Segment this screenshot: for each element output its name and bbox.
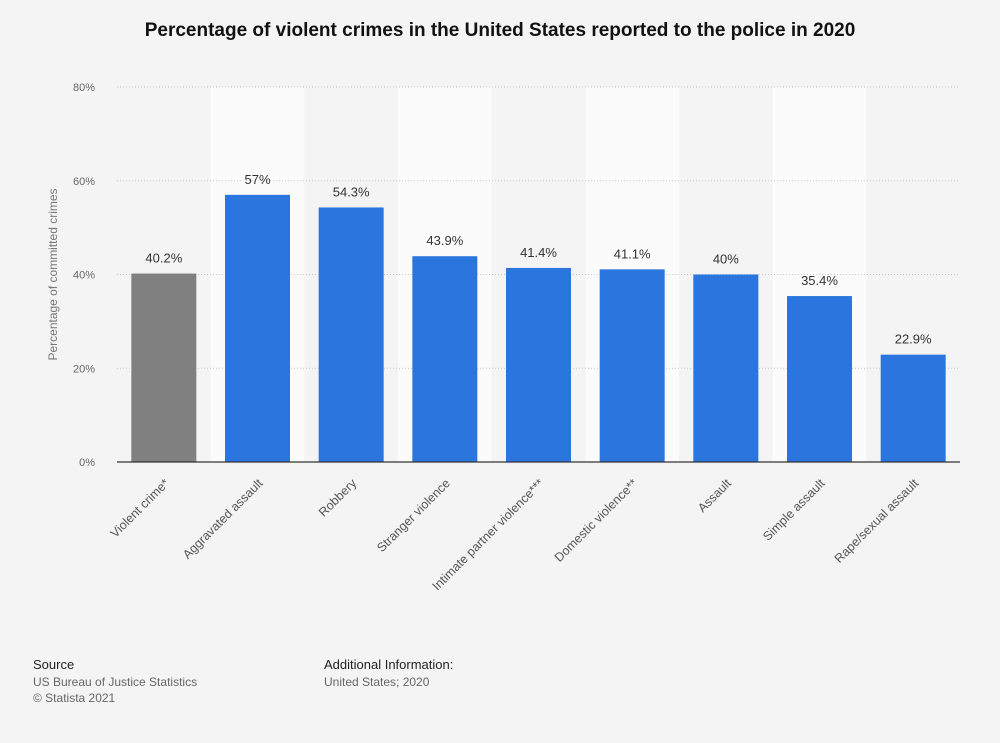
data-label: 41.1%: [614, 246, 651, 261]
x-tick-label: Robbery: [316, 476, 360, 520]
bar: [880, 354, 946, 462]
bar: [131, 273, 197, 462]
x-tick-label: Violent crime*: [108, 476, 172, 540]
y-tick-label: 20%: [73, 363, 95, 375]
y-axis-label: Percentage of committed crimes: [46, 188, 60, 360]
bar: [599, 269, 665, 462]
copyright-text: © Statista 2021: [33, 691, 116, 705]
x-tick-label: Rape/sexual assault: [832, 476, 922, 566]
additional-info-text: United States; 2020: [324, 675, 430, 689]
data-label: 22.9%: [895, 332, 932, 347]
bar: [693, 274, 759, 462]
y-tick-label: 60%: [73, 176, 95, 188]
data-label: 40%: [713, 252, 739, 267]
source-text: US Bureau of Justice Statistics: [33, 675, 198, 689]
x-tick-label: Stranger violence: [374, 476, 453, 555]
data-label: 57%: [244, 172, 270, 187]
bar: [318, 207, 384, 462]
bar: [787, 296, 852, 462]
bar: [225, 194, 290, 462]
additional-info-heading: Additional Information:: [324, 657, 454, 672]
x-tick-label: Assault: [695, 476, 734, 515]
chart-title: Percentage of violent crimes in the Unit…: [144, 20, 856, 41]
x-tick-label: Domestic violence**: [552, 476, 641, 565]
data-label: 41.4%: [520, 245, 557, 260]
bar: [412, 256, 478, 462]
bar: [506, 267, 571, 462]
y-tick-label: 80%: [73, 82, 95, 94]
data-label: 40.2%: [145, 251, 182, 266]
y-tick-label: 0%: [79, 457, 95, 469]
y-tick-label: 40%: [73, 270, 95, 282]
data-label: 43.9%: [426, 233, 463, 248]
additional-info-block: Additional Information: United States; 2…: [324, 657, 453, 690]
x-tick-label: Aggravated assault: [180, 476, 266, 562]
data-label: 35.4%: [801, 273, 838, 288]
source-heading: Source: [33, 657, 75, 672]
x-tick-label: Intimate partner violence***: [430, 476, 547, 593]
source-block: Source US Bureau of Justice Statistics ©…: [33, 657, 197, 706]
x-tick-label: Simple assault: [760, 476, 828, 544]
data-label: 54.3%: [333, 184, 370, 199]
